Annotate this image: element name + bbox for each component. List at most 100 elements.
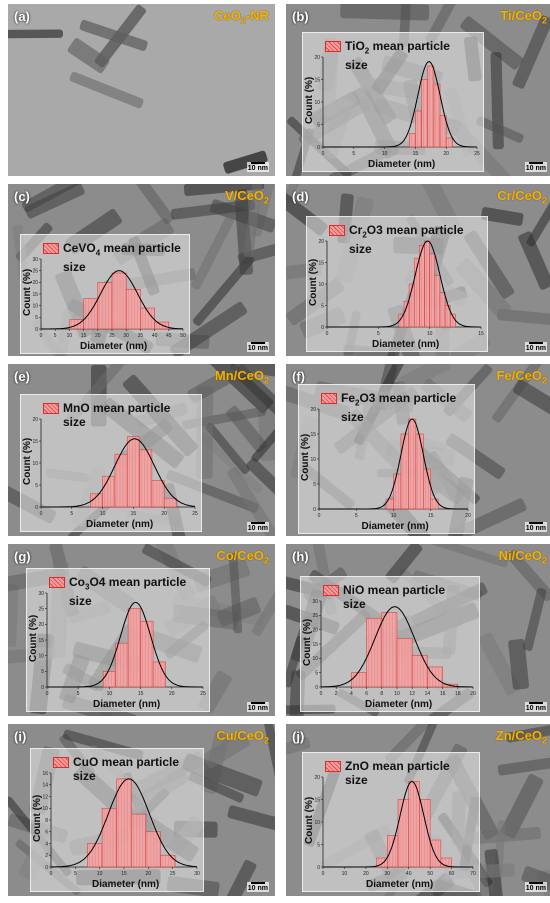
legend-swatch [325,761,341,772]
histogram-bar [116,778,132,868]
histogram-bar [351,672,367,688]
histogram-inset: 0 5 10 15 0 5 10 15 20 Cr2O3 mean particle size Di… [306,216,488,352]
legend-swatch [325,41,341,52]
histogram-bar [429,839,442,868]
tem-panel: (g) Co/CeO2 10 nm 0 5 10 15 20 25 0 5 10 15 20 25 30 Co3… [8,544,275,716]
x-tick-label: 5 [74,871,77,877]
tem-panel: (h) Ni/CeO2 10 nm 0 2 4 6 8 10 12 14 16 18 20 0 5 10 15 20… [286,544,550,716]
histogram-inset: 0 10 20 30 40 50 60 70 0 5 10 15 20 ZnO mean particle… [302,752,480,892]
x-tick-label: 10 [107,691,113,697]
histogram-bar [385,498,394,510]
legend-swatch [43,243,59,254]
histogram-bar [139,449,153,508]
x-tick-label: 10 [100,511,106,517]
histogram-bar [140,307,155,330]
x-tick-label: 14 [425,691,431,697]
x-tick-label: 15 [81,333,87,339]
scale-bar: 10 nm [524,702,547,712]
scale-bar-label: 10 nm [247,165,268,172]
y-tick-label: 25 [32,268,38,274]
y-tick-label: 10 [314,100,320,106]
x-tick-label: 5 [70,511,73,517]
y-tick-label: 15 [318,260,324,266]
panel-label: (b) [292,9,309,24]
legend-swatch [321,393,337,404]
y-tick-label: 0 [317,865,320,871]
sample-label: Fe/CeO2 [496,368,547,386]
histogram-bar [101,807,117,868]
histogram-bar [140,620,154,688]
x-tick-label: 20 [443,151,449,157]
legend-swatch [329,225,345,236]
y-tick-label: 0 [35,505,38,511]
histogram-legend: TiO2 mean particle size [325,39,475,72]
gaussian-fit-line [51,778,198,868]
y-tick-label: 5 [313,482,316,488]
tem-panel: (f) Fe/CeO2 10 nm 0 5 10 15 20 0 5 10 15 20 Fe2O3 mea… [286,364,550,536]
y-tick-label: 25 [38,606,44,612]
legend-label: NiO mean particle size [343,583,446,611]
histogram-bar [415,433,424,510]
sample-label: Cr/CeO2 [497,188,547,206]
histogram-chart: 0 2 4 6 8 10 12 14 16 18 20 0 5 10 15 20 25 30 [312,599,476,697]
histogram-legend: ZnO mean particle size [325,759,471,787]
y-tick-label: 2 [45,853,48,859]
gaussian-fit-line [323,780,473,868]
x-axis-title: Diameter (nm) [86,519,154,530]
y-tick-label: 10 [318,282,324,288]
histogram-legend: CuO mean particle size [53,755,195,783]
y-axis-title: Count (%) [302,618,313,666]
x-tick-label: 50 [180,333,186,339]
x-tick-label: 15 [138,691,144,697]
legend-swatch [323,585,339,596]
x-tick-label: 0 [326,331,329,337]
histogram-chart: 0 10 20 30 40 50 60 70 0 5 10 15 20 [314,775,476,877]
x-axis-title: Diameter (nm) [93,699,161,710]
y-tick-label: 5 [317,122,320,128]
histogram-bar [397,799,410,868]
y-tick-label: 20 [32,417,38,423]
x-tick-label: 30 [194,871,200,877]
x-tick-label: 25 [474,151,480,157]
panel-label: (c) [14,189,30,204]
histogram-legend: MnO mean particle size [43,401,193,429]
y-tick-label: 15 [38,638,44,644]
x-tick-label: 15 [131,511,137,517]
histogram-bar [430,498,439,510]
panel-label: (i) [14,729,27,744]
x-tick-label: 10 [97,871,103,877]
sample-label: Cu/CeO2 [216,728,269,746]
x-tick-label: 5 [54,333,57,339]
histogram-inset: 0 5 10 15 20 25 0 5 10 15 20 MnO mean particle size… [20,394,202,532]
x-tick-label: 50 [427,871,433,877]
x-tick-label: 20 [363,871,369,877]
x-tick-label: 6 [365,691,368,697]
gaussian-fit-line [41,438,196,508]
scale-bar: 10 nm [246,162,269,172]
scale-bar-label: 10 nm [525,525,546,532]
histogram-inset: 0 5 10 15 20 25 30 35 40 45 50 0 5 10 15 20 25 30 CeVO4 me… [20,234,190,354]
y-tick-label: 15 [312,642,318,648]
sample-label: Mn/CeO2 [214,368,269,386]
y-tick-label: 0 [313,507,316,513]
legend-swatch [49,577,65,588]
y-tick-label: 5 [41,669,44,675]
histogram-bar [163,497,177,508]
panel-label: (g) [14,549,31,564]
gaussian-fit-line [323,61,477,148]
tem-panel: (d) Cr/CeO2 10 nm 0 5 10 15 0 5 10 15 20 Cr2O3 mean … [286,184,550,356]
legend-label: Cr2O3 mean particle size [349,223,464,257]
histogram-legend: CeVO4 mean particle size [43,241,181,274]
histogram-bar [439,292,446,328]
y-tick-label: 0 [315,685,318,691]
y-tick-label: 20 [38,622,44,628]
histogram-bar [421,79,429,148]
y-tick-label: 10 [314,820,320,826]
histogram-bar [396,637,413,688]
histogram-bar [427,65,435,148]
x-tick-label: 2 [335,691,338,697]
histogram-bar [381,612,398,688]
y-tick-label: 16 [42,771,48,777]
y-tick-label: 0 [321,325,324,331]
y-axis-title: Count (%) [308,258,319,306]
